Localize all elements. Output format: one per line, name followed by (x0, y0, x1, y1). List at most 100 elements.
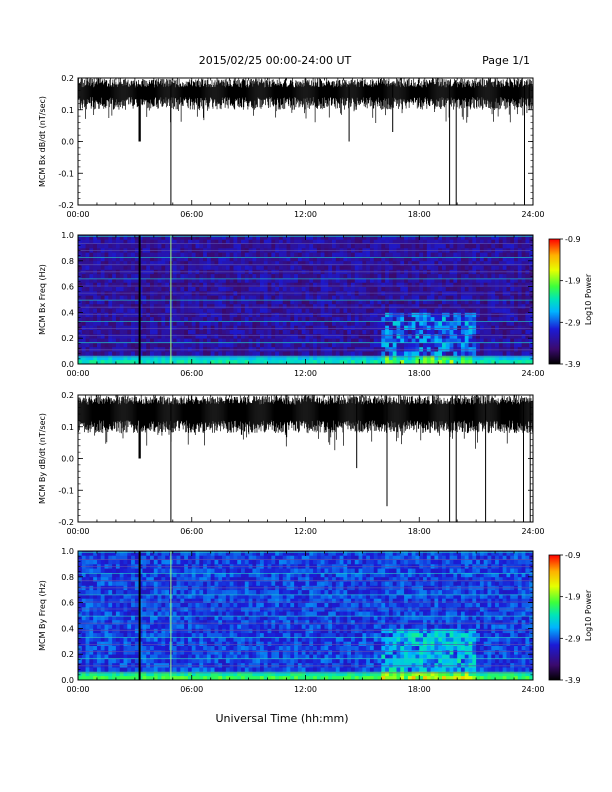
spectrogram-cell (332, 312, 337, 318)
spectrogram-cell (332, 265, 337, 270)
spectrogram-cell (320, 273, 325, 279)
spectrogram-cell (89, 295, 94, 300)
spectrogram-cell (142, 260, 147, 266)
spectrogram-cell (218, 303, 223, 309)
spectrogram-cell (187, 295, 193, 300)
spectrogram-cell (457, 265, 462, 270)
spectrogram-cell (506, 355, 511, 361)
spectrogram-cell (305, 243, 310, 249)
spectrogram-cell (142, 359, 147, 365)
spectrogram-cell (426, 316, 432, 322)
spectrogram-cell (127, 316, 132, 322)
spectrogram-cell (328, 256, 333, 262)
spectrogram-cell (184, 303, 189, 309)
spectrogram-cell (434, 338, 439, 343)
spectrogram-cell (161, 299, 166, 305)
spectrogram-cell (112, 312, 117, 318)
spectrogram-cell (335, 235, 341, 240)
spectrogram-cell (248, 333, 253, 339)
spectrogram-cell (112, 303, 117, 309)
spectrogram-cell (495, 239, 500, 244)
spectrogram-cell (301, 316, 306, 322)
spectrogram-cell (430, 282, 435, 287)
spectrogram-cell (233, 235, 238, 240)
spectrogram-cell (430, 299, 435, 305)
spectrogram-cell (423, 308, 428, 313)
spectrogram-cell (415, 235, 420, 240)
spectrogram-cell (157, 342, 162, 348)
spectrogram-cell (491, 325, 496, 330)
spectrogram-cell (267, 329, 272, 335)
spectrogram-cell (203, 286, 208, 292)
spectrogram-cell (275, 321, 280, 326)
spectrogram-cell (498, 303, 504, 309)
spectrogram-cell (131, 321, 136, 326)
spectrogram-cell (385, 359, 390, 365)
spectrogram-cell (78, 359, 83, 365)
spectrogram-cell (244, 252, 250, 257)
spectrogram-cell (218, 316, 223, 322)
spectrogram-cell (457, 243, 462, 249)
spectrogram-cell (529, 303, 534, 309)
spectrogram-cell (123, 355, 128, 361)
spectrogram-cell (521, 321, 526, 326)
spectrogram-cell (305, 265, 310, 270)
spectrogram-cell (112, 308, 117, 313)
spectrogram-cell (343, 252, 348, 257)
spectrogram-cell (442, 299, 447, 305)
spectrogram-cell (426, 295, 432, 300)
spectrogram-cell (157, 278, 162, 283)
spectrogram-cell (434, 316, 439, 322)
spectrogram-cell (305, 286, 310, 292)
spectrogram-cell (525, 355, 530, 361)
spectrogram-cell (256, 243, 261, 249)
spectrogram-cell (377, 265, 382, 270)
spectrogram-cell (233, 265, 238, 270)
spectrogram-cell (282, 303, 287, 309)
spectrogram-cell (423, 338, 428, 343)
spectrogram-cell (498, 239, 504, 244)
spectrogram-cell (400, 346, 405, 352)
spectrogram-cell (81, 308, 86, 313)
spectrogram-cell (351, 312, 356, 318)
colorbar (548, 238, 561, 365)
spectrogram-cell (396, 252, 401, 257)
spectrogram-cell (491, 338, 496, 343)
spectrogram-cell (176, 239, 181, 244)
spectrogram-cell (282, 308, 287, 313)
spectrogram-cell (290, 355, 295, 361)
spectrogram-cell (521, 355, 526, 361)
spectrogram-cell (89, 321, 94, 326)
spectrogram-cell (252, 295, 257, 300)
spectrogram-cell (153, 333, 159, 339)
spectrogram-cell (241, 256, 246, 262)
spectrogram-cell (187, 312, 193, 318)
spectrogram-cell (464, 342, 469, 348)
spectrogram-cell (309, 299, 314, 305)
spectrogram-cell (229, 329, 234, 335)
spectrogram-cell (256, 308, 261, 313)
spectrogram-cell (176, 286, 181, 292)
spectrogram-cell (112, 235, 117, 240)
spectrogram-cell (339, 256, 344, 262)
spectrogram-cell (191, 308, 196, 313)
spectrogram-cell (434, 333, 439, 339)
spectrogram-cell (498, 321, 504, 326)
spectrogram-cell (491, 278, 496, 283)
spectrogram-cell (187, 321, 193, 326)
spectrogram-cell (112, 355, 117, 361)
spectrogram-cell (411, 342, 416, 348)
spectrogram-cell (388, 329, 394, 335)
spectrogram-cell (206, 265, 212, 270)
spectrogram-cell (320, 342, 325, 348)
spectrogram-cell (104, 299, 109, 305)
spectrogram-cell (176, 355, 181, 361)
spectrogram-cell (203, 308, 208, 313)
spectrogram-cell (85, 329, 90, 335)
spectrogram-cell (438, 316, 443, 322)
spectrogram-cell (487, 282, 492, 287)
spectrogram-cell (165, 329, 170, 335)
spectrogram-cell (343, 239, 348, 244)
spectrogram-cell (438, 282, 443, 287)
spectrogram-cell (172, 299, 177, 305)
